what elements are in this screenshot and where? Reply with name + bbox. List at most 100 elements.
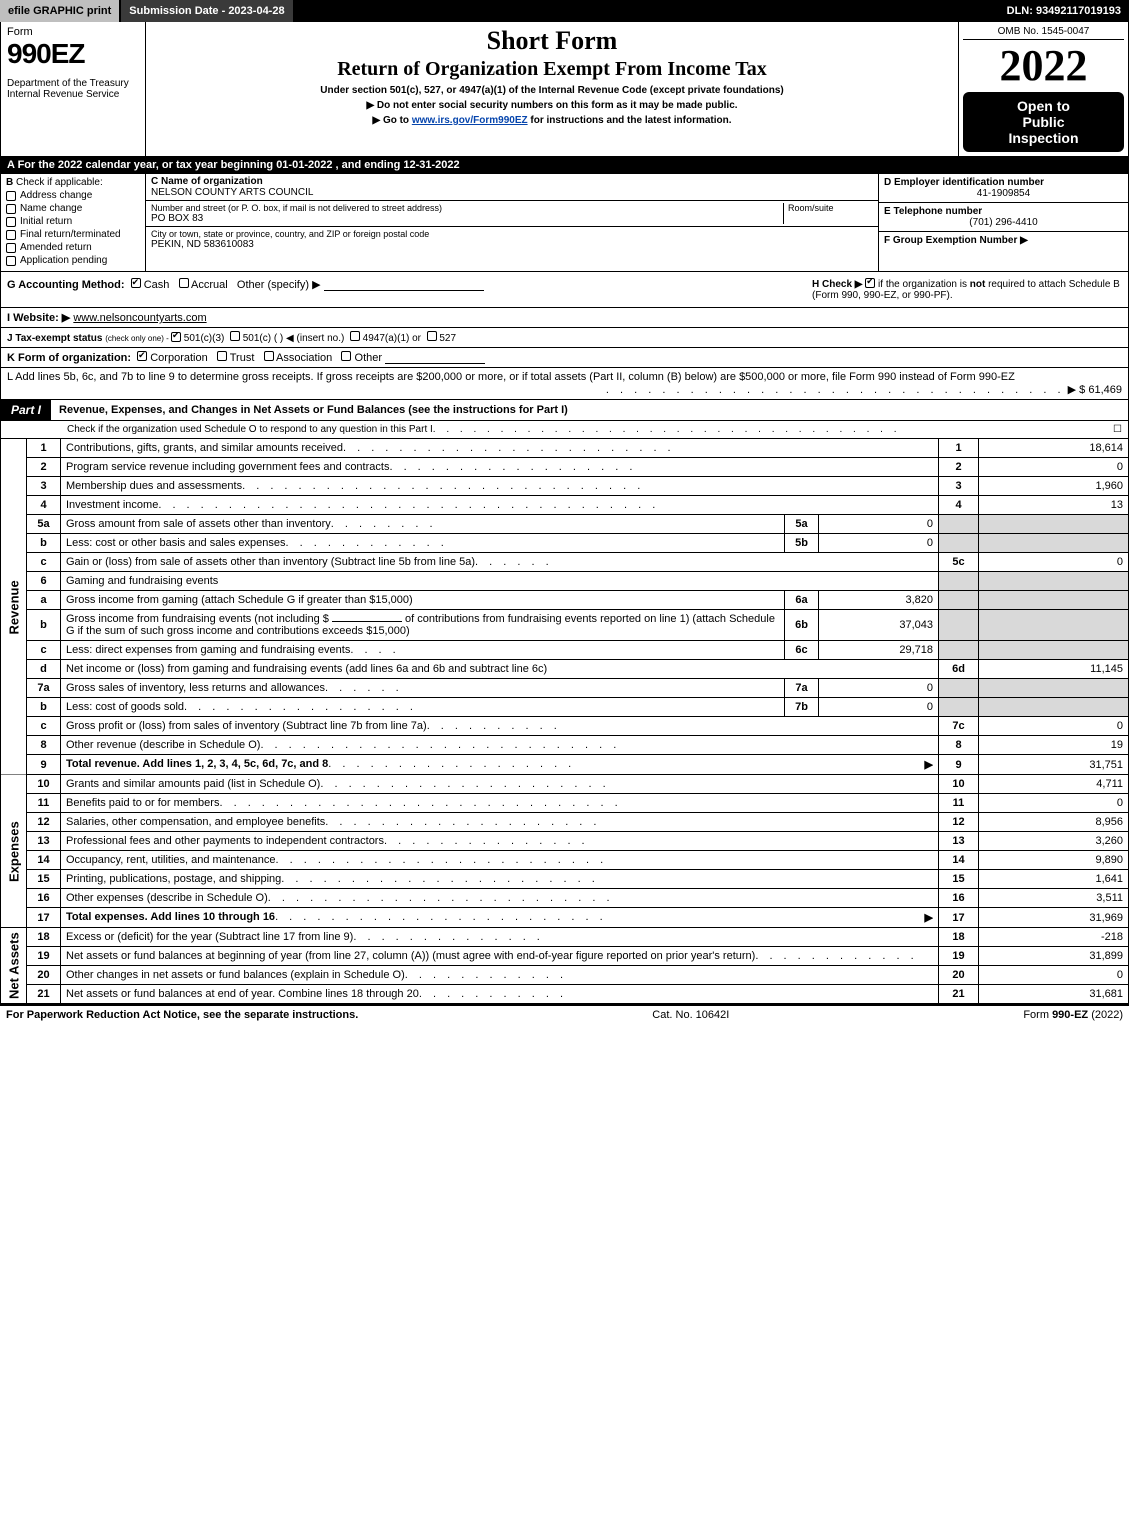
open-line1: Open to <box>967 98 1120 114</box>
line-2-val: 0 <box>979 458 1129 477</box>
line-20-col: 20 <box>939 966 979 985</box>
line-6-no: 6 <box>27 572 61 591</box>
footer-right-post: (2022) <box>1088 1009 1123 1021</box>
i-label: I Website: ▶ <box>7 312 70 324</box>
line-21-no: 21 <box>27 985 61 1004</box>
line-1-desc: Contributions, gifts, grants, and simila… <box>66 442 343 454</box>
line-6-col-shaded <box>939 572 979 591</box>
line-6b-blank[interactable] <box>332 621 402 622</box>
line-6c-sub: 6c <box>785 641 819 660</box>
line-13-val: 3,260 <box>979 832 1129 851</box>
row-l-gross-receipts: L Add lines 5b, 6c, and 7b to line 9 to … <box>0 368 1129 400</box>
line-7b-no: b <box>27 698 61 717</box>
label-4947: 4947(a)(1) or <box>363 333 421 344</box>
line-16-desc: Other expenses (describe in Schedule O) <box>66 892 268 904</box>
line-5b-subval: 0 <box>819 534 939 553</box>
label-accrual: Accrual <box>191 279 228 291</box>
checkbox-501c3[interactable] <box>171 332 181 342</box>
irs-link[interactable]: www.irs.gov/Form990EZ <box>412 115 528 126</box>
row-k-form-org: K Form of organization: Corporation Trus… <box>0 348 1129 368</box>
checkbox-amended-return[interactable] <box>6 243 16 253</box>
open-to-public-box: Open to Public Inspection <box>963 92 1124 152</box>
line-9-desc: Total revenue. Add lines 1, 2, 3, 4, 5c,… <box>66 758 328 771</box>
open-line2: Public <box>967 114 1120 130</box>
lines-table: Revenue 1 Contributions, gifts, grants, … <box>0 439 1129 1004</box>
line-6b-val-shaded <box>979 610 1129 641</box>
line-7c-col: 7c <box>939 717 979 736</box>
line-7b-desc: Less: cost of goods sold <box>66 701 184 713</box>
line-6a-sub: 6a <box>785 591 819 610</box>
footer-right-form: 990-EZ <box>1052 1009 1088 1021</box>
label-trust: Trust <box>230 352 255 364</box>
form-number: 990EZ <box>7 38 139 70</box>
line-14-col: 14 <box>939 851 979 870</box>
line-1-no: 1 <box>27 439 61 458</box>
line-6b-no: b <box>27 610 61 641</box>
checkbox-application-pending[interactable] <box>6 256 16 266</box>
checkbox-address-change[interactable] <box>6 191 16 201</box>
line-11-val: 0 <box>979 794 1129 813</box>
checkbox-4947[interactable] <box>350 331 360 341</box>
line-18-no: 18 <box>27 928 61 947</box>
checkbox-association[interactable] <box>264 351 274 361</box>
label-other-specify: Other (specify) ▶ <box>237 279 321 291</box>
goto-post: for instructions and the latest informat… <box>528 115 732 126</box>
checkbox-initial-return[interactable] <box>6 217 16 227</box>
topbar-left: efile GRAPHIC print Submission Date - 20… <box>0 0 295 22</box>
line-14-no: 14 <box>27 851 61 870</box>
checkbox-h[interactable] <box>865 278 875 288</box>
checkbox-corporation[interactable] <box>137 351 147 361</box>
line-12-val: 8,956 <box>979 813 1129 832</box>
line-10-no: 10 <box>27 775 61 794</box>
line-7c-val: 0 <box>979 717 1129 736</box>
checkbox-cash[interactable] <box>131 278 141 288</box>
label-501c3: 501(c)(3) <box>184 333 225 344</box>
line-6c-col-shaded <box>939 641 979 660</box>
checkbox-other-org[interactable] <box>341 351 351 361</box>
line-5c-col: 5c <box>939 553 979 572</box>
line-2-col: 2 <box>939 458 979 477</box>
line-6d-desc: Net income or (loss) from gaming and fun… <box>61 660 939 679</box>
other-org-blank[interactable] <box>385 352 485 364</box>
checkbox-name-change[interactable] <box>6 204 16 214</box>
other-specify-blank[interactable] <box>324 279 484 291</box>
line-5b-sub: 5b <box>785 534 819 553</box>
line-16-no: 16 <box>27 889 61 908</box>
ssn-warning: ▶ Do not enter social security numbers o… <box>154 100 950 111</box>
phone-value: (701) 296-4410 <box>884 217 1123 228</box>
side-label-expenses: Expenses <box>1 775 27 928</box>
line-21-desc: Net assets or fund balances at end of ye… <box>66 988 419 1000</box>
line-4-val: 13 <box>979 496 1129 515</box>
line-7a-subval: 0 <box>819 679 939 698</box>
row-i-website: I Website: ▶ www.nelsoncountyarts.com <box>0 308 1129 328</box>
checkbox-501c[interactable] <box>230 331 240 341</box>
label-initial-return: Initial return <box>20 216 72 227</box>
checkbox-final-return[interactable] <box>6 230 16 240</box>
line-17-val: 31,969 <box>979 908 1129 928</box>
label-association: Association <box>276 352 332 364</box>
checkbox-trust[interactable] <box>217 351 227 361</box>
ein-value: 41-1909854 <box>884 188 1123 199</box>
line-6-desc: Gaming and fundraising events <box>61 572 939 591</box>
open-line3: Inspection <box>967 130 1120 146</box>
line-17-col: 17 <box>939 908 979 928</box>
checkbox-accrual[interactable] <box>179 278 189 288</box>
checkbox-527[interactable] <box>427 331 437 341</box>
efile-print[interactable]: efile GRAPHIC print <box>0 0 119 22</box>
line-8-col: 8 <box>939 736 979 755</box>
line-5a-desc: Gross amount from sale of assets other t… <box>66 518 331 530</box>
line-6c-no: c <box>27 641 61 660</box>
footer-center: Cat. No. 10642I <box>652 1009 729 1021</box>
line-3-val: 1,960 <box>979 477 1129 496</box>
line-5b-val-shaded <box>979 534 1129 553</box>
street-value: PO BOX 83 <box>151 213 783 224</box>
part-i-title: Revenue, Expenses, and Changes in Net As… <box>51 401 1128 419</box>
h-text3: required to attach Schedule B <box>988 279 1120 290</box>
short-form-title: Short Form <box>154 26 950 56</box>
row-h: H Check ▶ if the organization is not req… <box>802 278 1122 301</box>
form-header: Form 990EZ Department of the Treasury In… <box>0 22 1129 157</box>
label-other-org: Other <box>355 352 383 364</box>
line-11-no: 11 <box>27 794 61 813</box>
website-value[interactable]: www.nelsoncountyarts.com <box>73 312 206 324</box>
part-i-check-glyph[interactable]: ☐ <box>1113 424 1122 435</box>
